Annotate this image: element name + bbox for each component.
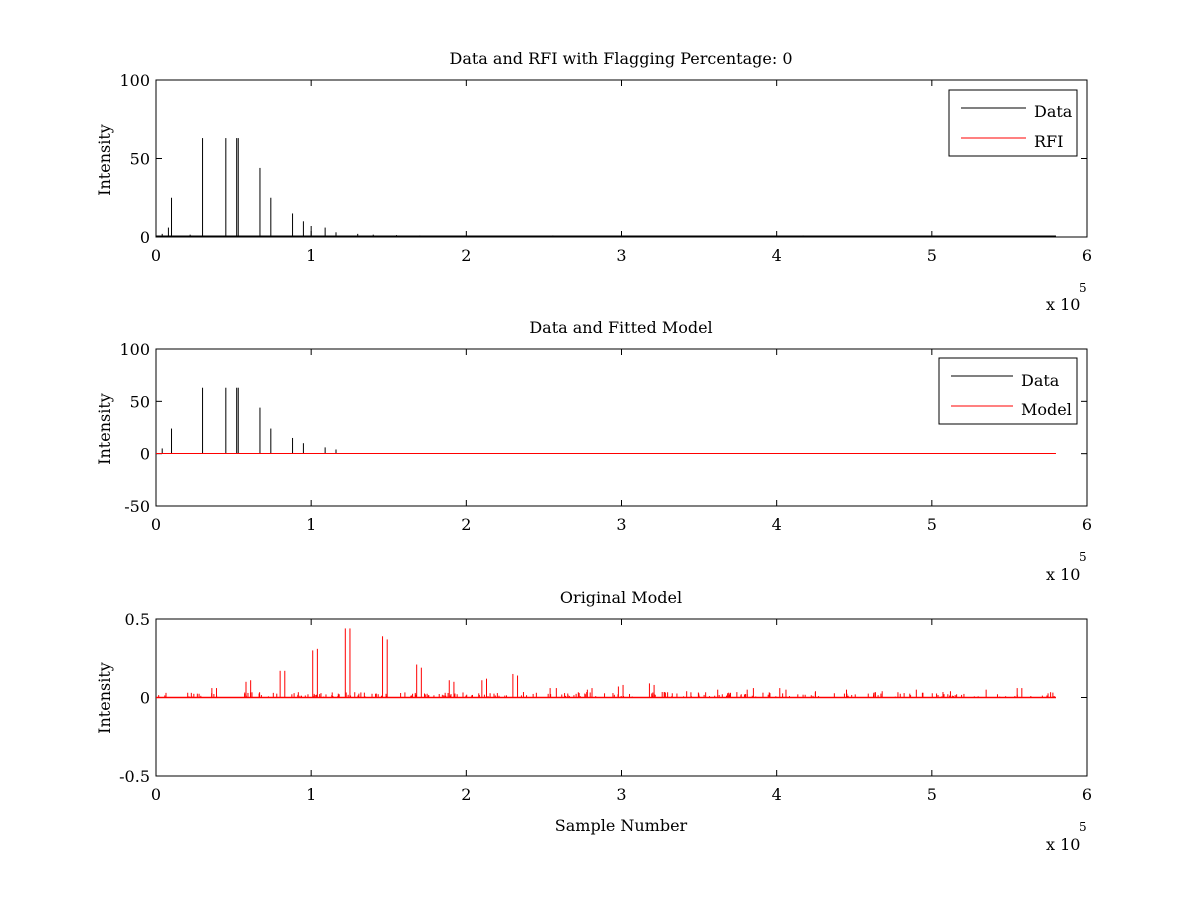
- x-tick-label: 1: [306, 246, 316, 265]
- legend-box: [938, 357, 1078, 425]
- plot-area: 0 1 2 3 4 5 6 0 50 100: [119, 71, 1092, 265]
- x-exponent-power: 5: [1079, 550, 1087, 564]
- x-tick-label: 5: [927, 515, 937, 534]
- x-tick-label: 4: [772, 515, 782, 534]
- y-tick-label: 50: [130, 150, 150, 169]
- y-tick-label: 100: [119, 340, 150, 359]
- x-tick-label: 6: [1082, 515, 1092, 534]
- x-tick-label: 3: [616, 515, 626, 534]
- legend-box: [948, 89, 1078, 157]
- legend-label-data: Data: [1034, 102, 1073, 121]
- x-exponent-base: x 10: [1046, 295, 1080, 314]
- x-tick-label: 4: [772, 246, 782, 265]
- x-tick-label: 4: [772, 785, 782, 804]
- x-axis-label: Sample Number: [555, 816, 688, 835]
- x-exponent-power: 5: [1079, 281, 1087, 295]
- x-tick-label: 3: [616, 246, 626, 265]
- x-tick-label: 0: [151, 515, 161, 534]
- y-axis-label: Intensity: [95, 662, 114, 734]
- panel-data-and-rfi: Data and RFI with Flagging Percentage: 0…: [95, 49, 1092, 314]
- y-tick-label: -0.5: [119, 767, 150, 786]
- y-axis-label: Intensity: [95, 124, 114, 196]
- legend-label-model: Model: [1021, 400, 1072, 419]
- y-tick-label: 0: [140, 445, 150, 464]
- y-tick-label: -50: [124, 497, 150, 516]
- x-exponent-base: x 10: [1046, 835, 1080, 854]
- x-tick-label: 1: [306, 515, 316, 534]
- x-exponent-power: 5: [1079, 820, 1087, 834]
- chart-title: Data and Fitted Model: [529, 318, 712, 337]
- y-tick-label: 50: [130, 392, 150, 411]
- chart-title: Original Model: [560, 588, 682, 607]
- y-tick-label: 100: [119, 71, 150, 90]
- x-tick-label: 2: [461, 515, 471, 534]
- legend: Data Model: [938, 357, 1078, 425]
- x-exponent-base: x 10: [1046, 565, 1080, 584]
- y-tick-label: 0: [140, 228, 150, 247]
- x-tick-label: 6: [1082, 785, 1092, 804]
- x-tick-label: 0: [151, 246, 161, 265]
- x-tick-label: 0: [151, 785, 161, 804]
- legend-label-data: Data: [1021, 371, 1060, 390]
- x-tick-label: 6: [1082, 246, 1092, 265]
- legend: Data RFI: [948, 89, 1078, 157]
- y-tick-label: 0: [140, 689, 150, 708]
- panel-data-and-fitted-model: Data and Fitted Model Intensity x 10 5 0…: [95, 318, 1092, 584]
- x-tick-label: 2: [461, 785, 471, 804]
- y-tick-label: 0.5: [125, 610, 150, 629]
- plot-area: 0 1 2 3 4 5 6-0.500.5: [119, 610, 1092, 804]
- x-tick-label: 5: [927, 785, 937, 804]
- x-tick-label: 2: [461, 246, 471, 265]
- x-tick-label: 1: [306, 785, 316, 804]
- legend-label-rfi: RFI: [1034, 132, 1063, 151]
- x-tick-label: 3: [616, 785, 626, 804]
- panel-original-model: Original Model Intensity Sample Number x…: [95, 588, 1092, 854]
- y-axis-label: Intensity: [95, 393, 114, 465]
- chart-title: Data and RFI with Flagging Percentage: 0: [449, 49, 792, 68]
- x-tick-label: 5: [927, 246, 937, 265]
